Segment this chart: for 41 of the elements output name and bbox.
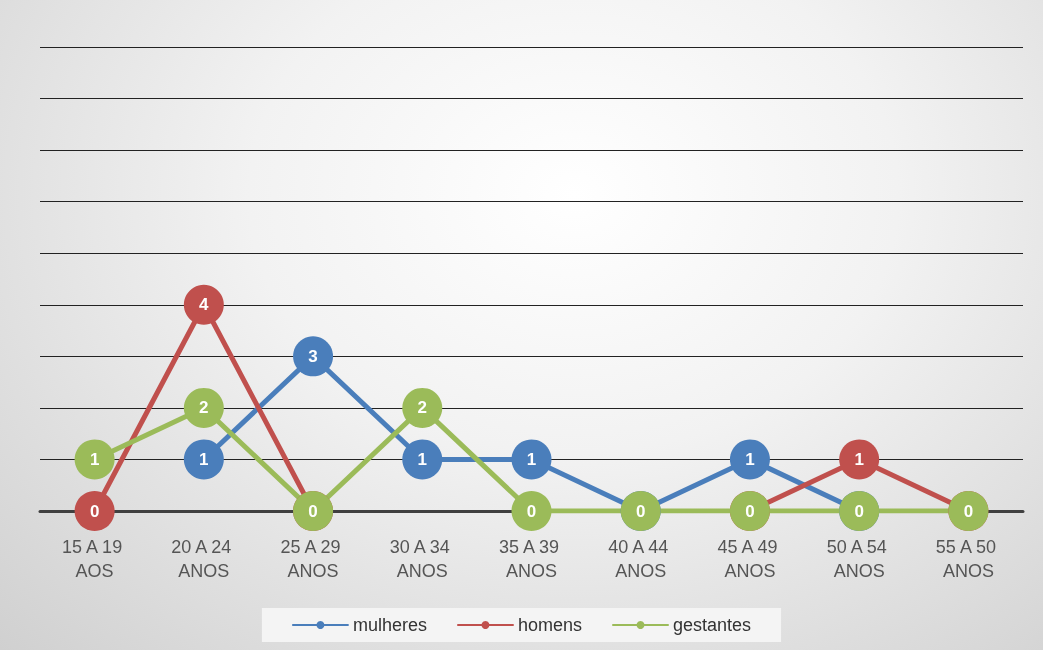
data-label: 3 — [308, 346, 318, 366]
legend-label: mulheres — [352, 615, 427, 635]
point — [511, 491, 552, 531]
point — [74, 439, 115, 480]
point — [839, 439, 880, 480]
point — [293, 336, 334, 377]
point — [183, 284, 224, 325]
x-tick-label: 30 A 34 ANOS — [389, 537, 455, 581]
data-label: 1 — [199, 449, 209, 469]
point — [402, 439, 443, 480]
legend-label: homens — [517, 615, 583, 635]
legend-label: gestantes — [673, 615, 752, 635]
data-label: 2 — [417, 398, 428, 418]
x-tick-label: 15 A 19 AOS — [62, 537, 128, 581]
data-label: 4 — [199, 295, 210, 315]
data-label: 0 — [526, 501, 537, 521]
data-label: 1 — [854, 449, 864, 469]
data-label: 1 — [417, 449, 428, 469]
data-label: 0 — [745, 501, 755, 521]
data-label: 0 — [308, 501, 318, 521]
data-label: 0 — [635, 501, 646, 521]
point — [74, 491, 115, 531]
data-label: 1 — [745, 449, 755, 469]
data-label: 1 — [89, 449, 100, 469]
point — [729, 439, 770, 480]
point — [183, 439, 224, 480]
x-tick-label: 55 A 50 ANOS — [935, 537, 1001, 581]
data-label: 0 — [963, 501, 974, 521]
data-label: 0 — [854, 501, 864, 521]
point — [183, 387, 224, 428]
x-tick-label: 40 A 44 ANOS — [608, 537, 674, 581]
data-label: 1 — [526, 449, 537, 469]
x-tick-label: 45 A 49 ANOS — [717, 537, 783, 581]
point — [402, 387, 443, 428]
x-tick-label: 20 A 24 ANOS — [171, 537, 237, 581]
data-label: 0 — [89, 501, 100, 521]
data-label: 2 — [199, 398, 209, 418]
point — [511, 439, 552, 480]
x-tick-label: 50 A 54 ANOS — [826, 537, 892, 581]
x-tick-label: 35 A 39 ANOS — [498, 537, 565, 581]
x-tick-label: 25 A 29 ANOS — [280, 537, 346, 581]
